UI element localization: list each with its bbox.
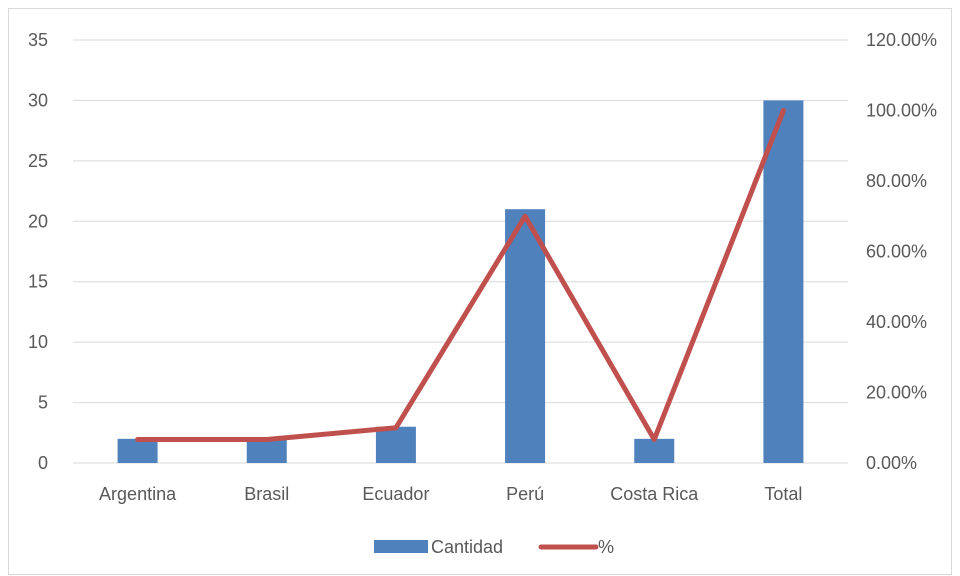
legend: Cantidad %	[374, 537, 614, 557]
y-axis-left: 0 5 10 15 20 25 30 35	[28, 30, 48, 473]
y-left-tick-label: 25	[28, 151, 48, 171]
y-right-tick-label: 0.00%	[866, 453, 917, 473]
y-left-tick-label: 0	[38, 453, 48, 473]
y-right-tick-label: 80.00%	[866, 171, 927, 191]
line-path	[135, 108, 786, 442]
bar	[375, 426, 416, 463]
bar	[117, 438, 158, 463]
y-right-tick-label: 20.00%	[866, 383, 927, 403]
x-tick-label: Ecuador	[362, 484, 429, 504]
legend-label-cantidad: Cantidad	[431, 537, 503, 557]
y-right-tick-label: 60.00%	[866, 242, 927, 262]
x-tick-label: Costa Rica	[610, 484, 699, 504]
y-left-tick-label: 20	[28, 211, 48, 231]
y-left-tick-label: 15	[28, 272, 48, 292]
y-right-tick-label: 100.00%	[866, 101, 937, 121]
x-tick-label: Brasil	[244, 484, 289, 504]
bar	[246, 438, 287, 463]
legend-swatch-cantidad	[374, 540, 428, 553]
bar	[505, 209, 546, 463]
bar	[763, 100, 804, 463]
line-series-percent	[135, 108, 786, 442]
y-left-tick-label: 30	[28, 90, 48, 110]
gridlines	[73, 39, 848, 464]
x-tick-label: Total	[764, 484, 802, 504]
y-left-tick-label: 10	[28, 332, 48, 352]
bar-series-cantidad	[117, 100, 804, 463]
y-left-tick-label: 5	[38, 393, 48, 413]
x-tick-label: Argentina	[99, 484, 177, 504]
bar	[634, 438, 675, 463]
x-tick-label: Perú	[506, 484, 544, 504]
x-axis: Argentina Brasil Ecuador Perú Costa Rica Tota…	[99, 484, 802, 504]
legend-label-percent: %	[598, 537, 614, 557]
y-right-tick-label: 40.00%	[866, 312, 927, 332]
y-left-tick-label: 35	[28, 30, 48, 50]
y-axis-right: 0.00% 20.00% 40.00% 60.00% 80.00% 100.00% 120.…	[866, 30, 937, 473]
y-right-tick-label: 120.00%	[866, 30, 937, 50]
